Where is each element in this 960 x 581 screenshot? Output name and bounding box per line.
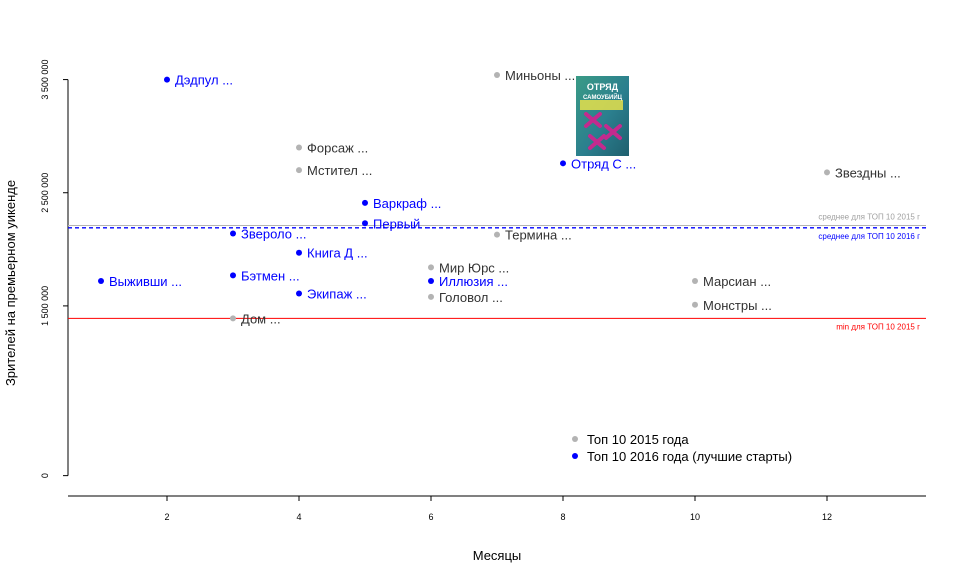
reference-line-label: среднее для ТОП 10 2016 г (818, 232, 920, 241)
data-point (296, 167, 302, 174)
data-point (98, 278, 104, 284)
data-point (494, 72, 500, 79)
data-point-label: Отряд С ... (571, 156, 636, 171)
legend: Топ 10 2015 года Топ 10 2016 года (лучшие… (572, 432, 792, 464)
data-point-label: Форсаж ... (307, 140, 368, 155)
data-point-label: Выживши ... (109, 274, 182, 289)
y-tick-label: 1 500 000 (40, 286, 50, 326)
data-point (164, 76, 170, 83)
data-point-label: Звероло ... (241, 226, 306, 241)
data-point-label: Монстры ... (703, 298, 772, 313)
x-tick-label: 8 (560, 512, 565, 522)
data-point-label: Иллюзия ... (439, 274, 508, 289)
legend-label: Топ 10 2016 года (лучшие старты) (587, 449, 792, 464)
x-tick-label: 4 (296, 512, 301, 522)
data-point-label: Мир Юрс ... (439, 260, 509, 275)
reference-line-label: среднее для ТОП 10 2015 г (818, 213, 920, 222)
y-tick-label: 3 500 000 (40, 60, 50, 100)
poster-x-mark (588, 134, 606, 150)
data-point-label: Дом ... (241, 311, 281, 326)
reference-line-label: min для ТОП 10 2015 г (836, 322, 920, 331)
data-point-label: Термина ... (505, 228, 572, 243)
x-axis-title: Месяцы (473, 548, 522, 563)
data-point (428, 264, 434, 271)
data-point-label: Первый ... (373, 216, 435, 231)
legend-marker (572, 453, 578, 459)
data-point-label: Мстител ... (307, 163, 372, 178)
poster-text: ОТРЯД (587, 82, 619, 92)
data-point (560, 160, 566, 167)
x-tick-label: 12 (822, 512, 832, 522)
y-axis-title: Зрителей на премьерном уикенде (3, 180, 18, 386)
data-point-label: Варкраф ... (373, 196, 441, 211)
data-points: Миньоны ... Форсаж ... Мстител ... Звездны … (98, 68, 901, 326)
data-point (824, 169, 830, 176)
axes: 2 4 6 8 10 12 0 1 500 000 2 500 000 3 500 000 (40, 60, 926, 522)
y-tick-label: 0 (40, 473, 50, 478)
data-point (362, 199, 368, 206)
data-point (692, 278, 698, 284)
data-point-label: Книга Д ... (307, 246, 368, 261)
legend-marker (572, 436, 578, 442)
data-point (296, 144, 302, 151)
poster-x-mark (584, 112, 602, 128)
data-point (296, 290, 302, 297)
data-point (296, 249, 302, 256)
data-point (428, 278, 434, 284)
poster-text: САМОУБИЙЦ (583, 93, 623, 101)
y-tick-label: 2 500 000 (40, 173, 50, 213)
poster-yellow-band (580, 100, 623, 110)
x-tick-label: 2 (164, 512, 169, 522)
data-point-label: Дэдпул ... (175, 73, 233, 88)
data-point (230, 230, 236, 237)
data-point-label: Марсиан ... (703, 274, 771, 289)
legend-label: Топ 10 2015 года (587, 432, 689, 447)
data-point (494, 231, 500, 238)
data-point (428, 293, 434, 300)
poster-background (576, 76, 629, 156)
poster-x-mark (604, 124, 622, 140)
data-point (692, 301, 698, 308)
data-point-label: Экипаж ... (307, 286, 367, 301)
data-point-label: Головол ... (439, 290, 503, 305)
data-point-label: Бэтмен ... (241, 268, 300, 283)
data-point (230, 272, 236, 279)
data-point (362, 220, 368, 227)
x-tick-label: 6 (428, 512, 433, 522)
data-point-label: Звездны ... (835, 165, 901, 180)
reference-lines: среднее для ТОП 10 2015 г среднее для ТОП… (68, 213, 926, 331)
data-point (230, 315, 236, 322)
x-tick-label: 10 (690, 512, 700, 522)
data-point-label: Миньоны ... (505, 68, 575, 83)
